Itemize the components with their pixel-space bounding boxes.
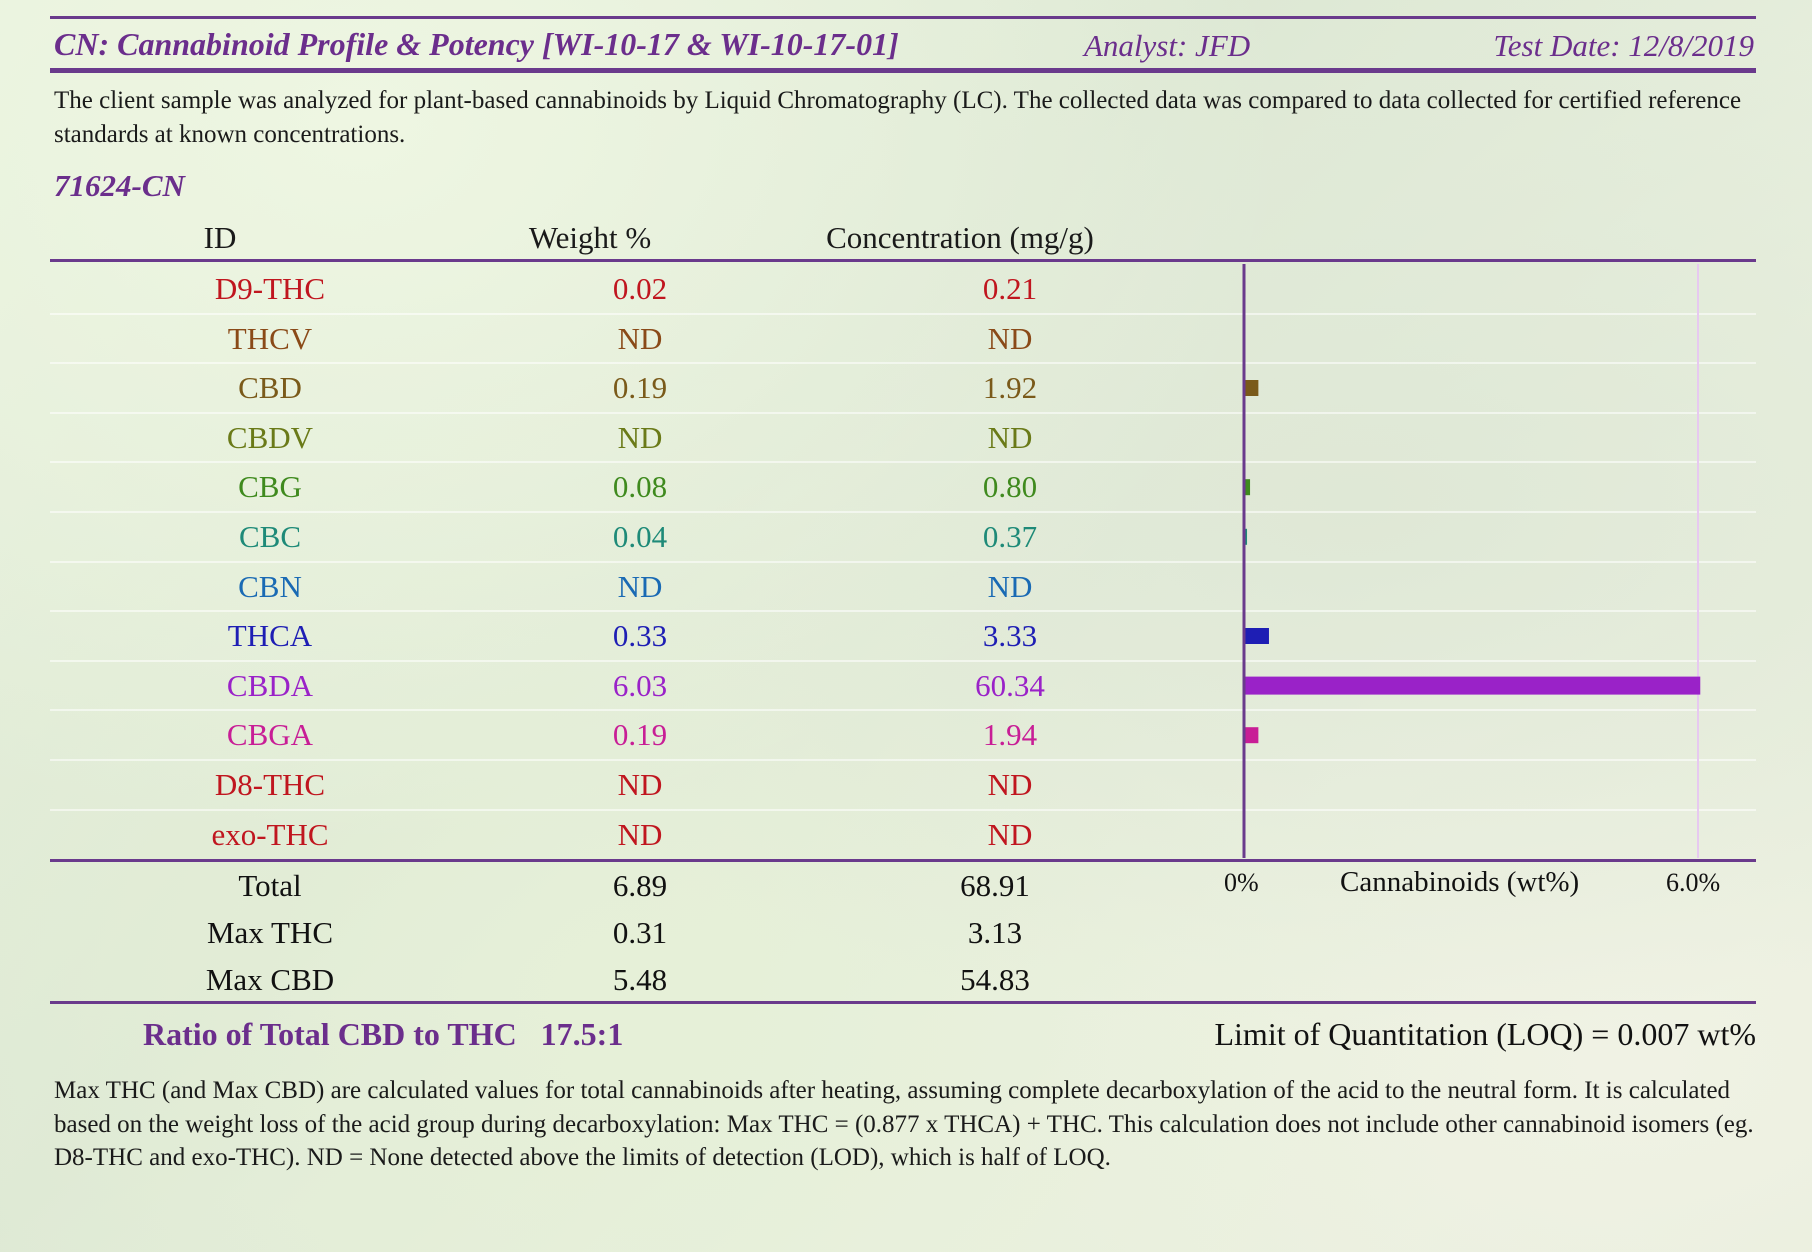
weight-percent: ND [617,320,663,356]
weight-percent: 0.19 [612,370,668,406]
cannabinoid-id: CBG [238,469,302,505]
cannabinoid-id: CBD [238,370,302,406]
cannabinoid-id: D8-THC [214,767,326,802]
summary-label: Max THC [206,915,333,950]
chart-axis-title: Cannabinoids (wt%) [1340,866,1580,898]
row-separator [50,560,1756,563]
cannabinoid-id: CBN [238,568,302,604]
table-row: THCV ND ND [50,314,1756,364]
weight-percent: ND [617,816,663,852]
cbd-thc-ratio: Ratio of Total CBD to THC 17.5:1 [143,1016,624,1052]
weight-percent: 0.19 [612,717,668,753]
concentration-mg-g: 0.37 [982,519,1038,554]
row-separator [50,659,1756,662]
summary-weight: 6.89 [612,868,668,903]
summary-label: Total [238,868,302,903]
table-row: CBGA 0.19 1.94 [50,710,1756,760]
cannabinoid-id: exo-THC [211,816,329,852]
col-header-concentration: Concentration (mg/g) [826,220,1094,255]
top-rule [50,16,1756,19]
concentration-mg-g: ND [987,419,1033,455]
summary-bottom-rule [50,1001,1756,1004]
cannabinoid-id: CBGA [226,717,314,753]
table-row: CBD 0.19 1.92 [50,363,1756,413]
chart-bar-cbga [1244,727,1259,744]
concentration-mg-g: ND [987,816,1033,852]
chart-bar-cbda [1244,676,1701,695]
row-separator [50,362,1756,365]
row-separator [50,759,1756,761]
row-separator [50,610,1756,613]
table-row: CBDV ND ND [50,413,1756,463]
weight-percent: 0.08 [612,469,668,505]
cannabinoid-id: THCA [227,618,313,654]
intro-text: The client sample was analyzed for plant… [54,87,1742,148]
row-separator [50,709,1756,712]
concentration-mg-g: ND [987,568,1033,604]
chart-bar-cbc [1244,528,1248,545]
chart-bar-cbg [1244,479,1251,496]
summary-concentration: 68.91 [960,868,1030,903]
weight-percent: ND [617,767,663,802]
concentration-mg-g: 0.80 [982,469,1038,505]
concentration-mg-g: 60.34 [975,667,1045,703]
table-top-rule [50,259,1756,262]
chart-axis-min-label: 0% [1224,868,1259,897]
concentration-mg-g: ND [987,767,1033,802]
table-row: CBDA 6.03 60.34 [50,661,1756,711]
sample-id: 71624-CN [54,168,185,203]
chart-bar-thca [1244,628,1269,644]
summary-concentration: 3.13 [967,915,1023,950]
row-separator [50,312,1756,315]
test-date-label: Test Date: 12/8/2019 [1493,28,1754,63]
table-row: D8-THC ND ND [50,760,1756,810]
weight-percent: 0.02 [612,271,668,306]
weight-percent: ND [617,568,663,604]
row-separator [50,808,1756,811]
table-row: CBC 0.04 0.37 [50,512,1756,562]
weight-percent: ND [617,419,663,455]
summary-weight: 5.48 [612,962,668,997]
concentration-mg-g: ND [987,320,1033,356]
summary-concentration: 54.83 [960,962,1030,997]
summary-row: Max CBD 5.48 54.83 [50,957,1350,1003]
weight-percent: 6.03 [612,667,668,703]
analyst-label: Analyst: JFD [1084,28,1251,63]
table-bottom-rule [50,859,1756,862]
concentration-mg-g: 1.92 [982,370,1038,406]
row-separator [50,511,1756,513]
row-separator [50,411,1756,414]
summary-label: Max CBD [205,962,335,997]
table-row: CBG 0.08 0.80 [50,462,1756,512]
summary-row: Max THC 0.31 3.13 [50,910,1350,956]
cannabinoid-id: THCV [227,320,313,356]
cannabinoid-id: D9-THC [214,271,326,306]
report-title: CN: Cannabinoid Profile & Potency [WI-10… [54,26,899,62]
summary-row: Total 6.89 68.91 [50,863,1350,909]
row-separator [50,461,1756,464]
chart-axis-max-label: 6.0% [1666,868,1721,897]
table-row: CBN ND ND [50,562,1756,612]
footnote: Max THC (and Max CBD) are calculated val… [54,1077,1754,1171]
cannabinoid-id: CBDA [226,667,314,703]
loq-statement: Limit of Quantitation (LOQ) = 0.007 wt% [1214,1016,1756,1052]
header-rule [50,68,1756,73]
col-header-weight: Weight % [528,220,652,255]
summary-weight: 0.31 [612,915,668,950]
weight-percent: 0.04 [612,519,668,554]
table-row: exo-THC ND ND [50,810,1756,860]
table-row: THCA 0.33 3.33 [50,611,1756,661]
concentration-mg-g: 3.33 [982,618,1038,654]
concentration-mg-g: 1.94 [982,717,1038,753]
weight-percent: 0.33 [612,618,668,654]
cannabinoid-id: CBC [238,519,302,554]
col-header-id: ID [203,220,237,255]
cannabinoid-id: CBDV [226,419,314,455]
table-row: D9-THC 0.02 0.21 [50,264,1756,314]
chart-bar-cbd [1244,380,1259,396]
concentration-mg-g: 0.21 [982,271,1038,306]
